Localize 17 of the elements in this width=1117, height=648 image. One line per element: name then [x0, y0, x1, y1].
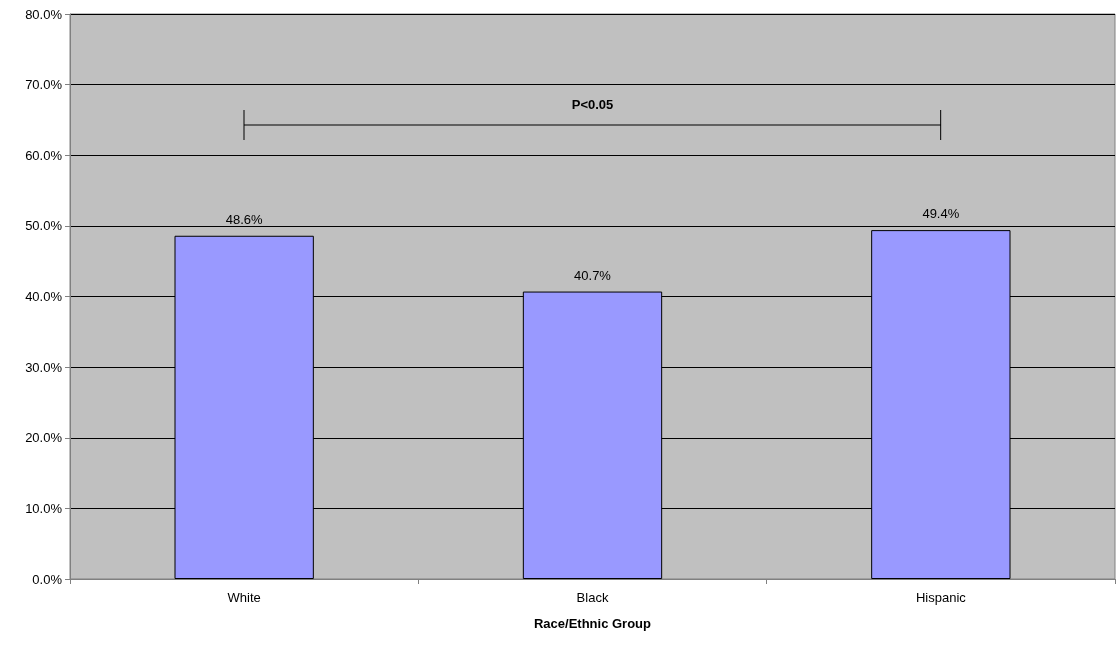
y-tick-label: 60.0% — [25, 147, 63, 163]
annotation: P<0.05 — [571, 97, 614, 112]
x-axis-title: Race/Ethnic Group — [533, 616, 652, 631]
y-tick-label: 20.0% — [25, 430, 63, 446]
data-label: 48.6% — [225, 211, 264, 227]
x-tick-label: Black — [576, 590, 609, 605]
y-tick-label: 80.0% — [25, 6, 63, 22]
y-tick-label: 70.0% — [25, 77, 63, 93]
data-label: 49.4% — [922, 206, 960, 222]
x-tick-label: White — [227, 590, 261, 605]
x-tick-label: Hispanic — [915, 590, 967, 605]
y-tick-label: 10.0% — [25, 500, 63, 516]
data-label: 40.7% — [574, 267, 612, 283]
y-tick-label: 50.0% — [25, 218, 63, 234]
y-tick-label: 0.0% — [32, 571, 63, 587]
y-tick-label: 30.0% — [25, 359, 63, 375]
y-tick-label: 40.0% — [25, 289, 63, 304]
